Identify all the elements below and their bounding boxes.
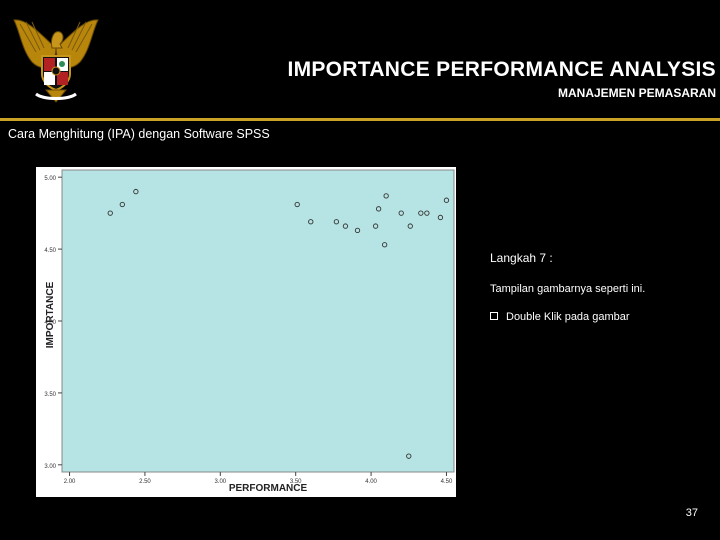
step-description: Tampilan gambarnya seperti ini. xyxy=(490,283,646,295)
data-point xyxy=(333,219,340,225)
data-point xyxy=(308,219,314,225)
step-title: Langkah 7 : xyxy=(490,251,553,265)
data-point xyxy=(342,223,349,229)
header-divider xyxy=(0,118,720,121)
scatter-plot-svg: 3.00 3.50 4.00 4.50 5.00 2.00 2.50 3.00 3.50 4.0… xyxy=(44,169,455,494)
x-tick-label: 3.50 xyxy=(290,479,302,485)
x-tick-label: 4.50 xyxy=(441,479,453,485)
garuda-emblem-icon xyxy=(6,10,106,105)
page-number: 37 xyxy=(685,507,698,519)
ipa-scatter-chart[interactable]: 3.00 3.50 4.00 4.50 5.00 2.00 2.50 3.00 3.50 4.0… xyxy=(36,167,456,497)
y-tick-label: 4.00 xyxy=(44,320,56,326)
y-axis-label: IMPORTANCE xyxy=(45,281,56,348)
data-point xyxy=(375,206,382,212)
y-tick-label: 5.00 xyxy=(44,176,56,182)
plot-area xyxy=(61,169,455,473)
bullet-item: Double Klik pada gambar xyxy=(490,311,630,323)
caption-text: Cara Menghitung (IPA) dengan Software SP… xyxy=(8,127,270,141)
x-tick-label: 2.00 xyxy=(64,479,76,485)
data-points xyxy=(107,188,450,459)
y-tick-label: 4.50 xyxy=(44,248,56,254)
data-point xyxy=(133,188,139,195)
slide-title: IMPORTANCE PERFORMANCE ANALYSIS xyxy=(287,58,716,81)
data-point xyxy=(107,210,113,216)
x-tick-label: 3.00 xyxy=(214,479,226,485)
data-point xyxy=(381,242,388,248)
data-point xyxy=(354,227,361,234)
checkbox-bullet-icon xyxy=(490,312,498,321)
y-axis: 3.00 3.50 4.00 4.50 5.00 xyxy=(44,176,62,470)
data-point xyxy=(418,210,424,216)
data-point xyxy=(437,214,444,221)
x-axis: 2.00 2.50 3.00 3.50 4.00 4.50 xyxy=(64,472,453,485)
data-point xyxy=(372,223,379,229)
x-tick-label: 4.00 xyxy=(365,479,377,485)
data-point xyxy=(443,197,450,203)
data-point xyxy=(407,223,413,229)
data-point xyxy=(406,453,412,459)
bullet-text: Double Klik pada gambar xyxy=(506,311,630,323)
data-point xyxy=(119,201,125,208)
data-point xyxy=(424,210,430,216)
y-tick-label: 3.50 xyxy=(44,392,56,398)
x-tick-label: 2.50 xyxy=(139,479,151,485)
data-point xyxy=(383,193,389,199)
data-point xyxy=(398,210,404,216)
slide-subtitle: MANAJEMEN PEMASARAN xyxy=(557,86,716,100)
data-point xyxy=(294,201,300,208)
step-panel: Langkah 7 : Tampilan gambarnya seperti i… xyxy=(482,235,707,535)
x-axis-label: PERFORMANCE xyxy=(229,483,308,494)
y-tick-label: 3.00 xyxy=(44,464,56,470)
